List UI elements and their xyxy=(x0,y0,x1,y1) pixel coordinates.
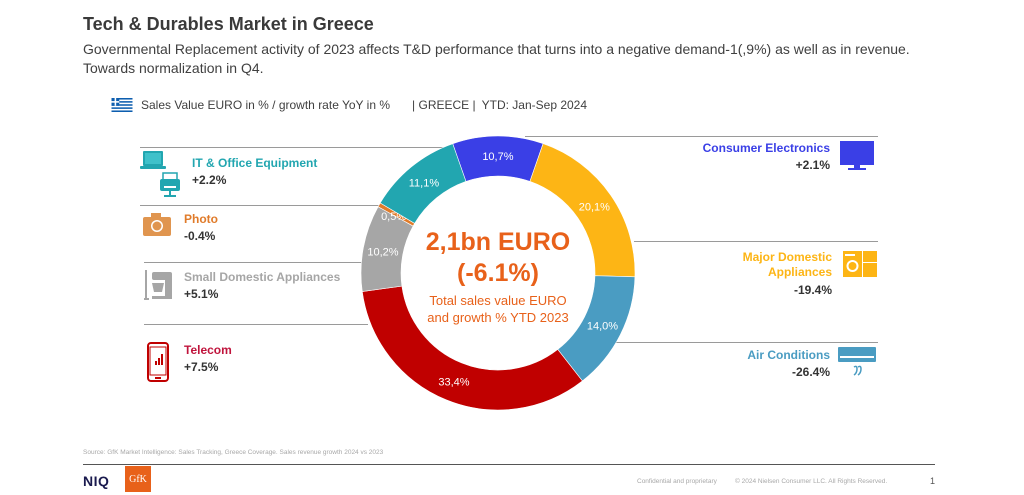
center-total-growth: (-6.1%) xyxy=(457,259,539,287)
donut-segment-telecom xyxy=(361,285,583,411)
category-growth: -19.4% xyxy=(793,283,832,297)
page-subtitle: Governmental Replacement activity of 202… xyxy=(83,41,910,76)
leader-line-sda xyxy=(144,262,366,263)
greece-flag-icon xyxy=(111,98,133,112)
tv-icon xyxy=(840,141,874,170)
confidential-note: Confidential and proprietary xyxy=(637,478,717,485)
donut-segment-it-office-equipment xyxy=(379,143,467,224)
category-telecom: Telecom +7.5% xyxy=(184,343,232,374)
camera-icon xyxy=(143,213,171,236)
leader-line-ce xyxy=(525,136,878,137)
category-it-office: IT & Office Equipment +2.2% xyxy=(192,156,317,187)
footer-divider xyxy=(83,464,935,465)
source-note: Source: GfK Market Intelligence: Sales T… xyxy=(83,449,384,456)
category-name: Air Conditions xyxy=(747,348,830,362)
category-name: Consumer Electronics xyxy=(702,141,830,155)
category-air-conditions: Air Conditions -26.4% xyxy=(640,348,830,379)
donut-label: 14,0% xyxy=(587,321,618,333)
copyright-note: © 2024 Nielsen Consumer LLC. All Rights … xyxy=(735,478,888,485)
washing-machine-icon xyxy=(843,251,877,277)
category-small-domestic: Small Domestic Appliances +5.1% xyxy=(184,270,340,301)
donut-label: 10,2% xyxy=(367,247,398,259)
smartphone-icon xyxy=(147,342,169,382)
category-name: IT & Office Equipment xyxy=(192,156,318,170)
donut-label: 33,4% xyxy=(438,376,469,388)
category-growth: +5.1% xyxy=(184,287,219,301)
category-name: Photo xyxy=(184,212,218,226)
leader-line-telecom xyxy=(144,324,368,325)
gfk-logo: GfK xyxy=(125,466,151,492)
category-growth: +7.5% xyxy=(184,360,219,374)
category-growth: +2.2% xyxy=(192,173,227,187)
category-name: Telecom xyxy=(184,343,232,357)
category-growth: +2.1% xyxy=(795,158,830,172)
page-title: Tech & Durables Market in Greece xyxy=(83,14,374,34)
donut-label: 20,1% xyxy=(579,202,610,214)
center-caption-line2: and growth % YTD 2023 xyxy=(427,310,569,325)
category-photo: Photo -0.4% xyxy=(184,212,218,243)
leader-line-it xyxy=(140,147,460,148)
mixer-icon xyxy=(144,270,172,300)
center-total-value: 2,1bn EURO xyxy=(425,228,571,256)
category-name: Small Domestic Appliances xyxy=(184,270,341,284)
category-consumer-electronics: Consumer Electronics +2.1% xyxy=(640,141,830,172)
donut-label: 11,1% xyxy=(409,177,440,189)
page-number: 1 xyxy=(930,476,936,486)
leader-line-mda xyxy=(634,241,878,242)
legend-country: | GREECE | xyxy=(412,98,476,112)
legend-period: YTD: Jan-Sep 2024 xyxy=(481,98,588,112)
donut-label: 10,7% xyxy=(482,151,513,163)
laptop-printer-icon xyxy=(140,151,180,197)
chart-legend-line: Sales Value EURO in % / growth rate YoY … xyxy=(111,98,587,112)
leader-line-photo xyxy=(140,205,385,206)
leader-line-ac xyxy=(606,342,878,343)
niq-logo: NIQ xyxy=(83,473,110,489)
legend-metric: Sales Value EURO in % / growth rate YoY … xyxy=(141,98,391,112)
category-growth: -0.4% xyxy=(184,229,216,243)
air-conditioner-icon xyxy=(838,347,876,376)
category-major-domestic: Major Domestic Appliances -19.4% xyxy=(700,250,832,298)
category-growth: -26.4% xyxy=(791,365,830,379)
category-name: Major Domestic Appliances xyxy=(742,250,832,279)
center-caption-line1: Total sales value EURO xyxy=(429,293,567,308)
